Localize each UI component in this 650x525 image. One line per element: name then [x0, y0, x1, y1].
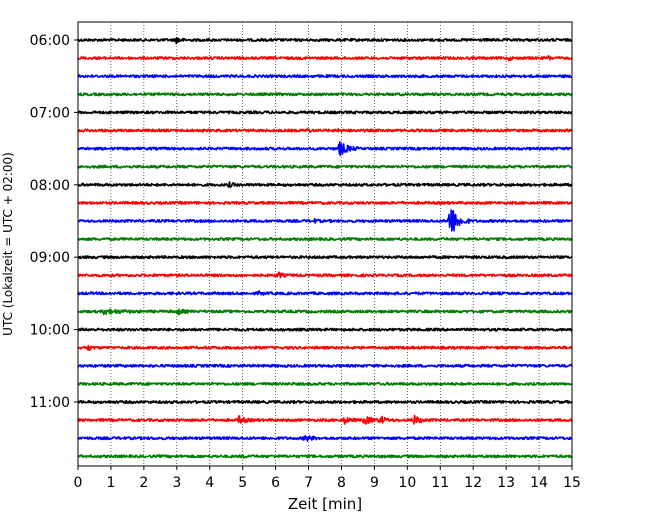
y-tick-label: 09:00 [30, 250, 70, 266]
x-axis-label: Zeit [min] [288, 495, 362, 513]
x-tick-label: 15 [563, 475, 581, 491]
x-tick-label: 7 [304, 475, 313, 491]
y-tick-label: 06:00 [30, 33, 70, 49]
seismogram-trace-1015 [77, 344, 573, 351]
seismogram-trace-1145 [77, 454, 573, 459]
x-tick-label: 11 [431, 475, 449, 491]
seismogram-trace-0700 [77, 110, 573, 115]
y-axis-ticks: 06:00 07:00 08:00 09:00 10:00 11:00 [30, 33, 78, 411]
seismogram-trace-0845 [77, 237, 573, 242]
x-tick-label: 6 [271, 475, 280, 491]
grid-layer [110, 22, 540, 466]
seismogram-trace-1130 [77, 435, 573, 442]
x-tick-label: 4 [205, 475, 214, 491]
seismogram-trace-1045 [77, 381, 573, 386]
seismogram-trace-0745 [77, 164, 573, 169]
y-tick-label: 10:00 [30, 323, 70, 339]
y-tick-label: 11:00 [30, 395, 70, 411]
seismogram-trace-0600 [77, 37, 573, 45]
seismogram-trace-0915 [77, 271, 573, 279]
x-tick-label: 1 [106, 475, 115, 491]
seismogram-trace-0900 [77, 255, 573, 260]
seismogram-trace-1000 [77, 327, 573, 332]
seismogram-trace-0730 [77, 140, 573, 157]
seismogram-trace-0630 [77, 74, 573, 79]
x-tick-label: 5 [238, 475, 247, 491]
seismogram-trace-1030 [77, 363, 573, 368]
seismogram-trace-0800 [77, 181, 573, 188]
y-axis-label: UTC (Lokalzeit = UTC + 02:00) [1, 152, 15, 336]
seismogram-trace-0645 [77, 92, 573, 97]
seismogram-trace-0615 [77, 55, 573, 62]
x-tick-label: 10 [398, 475, 416, 491]
x-tick-label: 12 [464, 475, 482, 491]
x-tick-label: 8 [337, 475, 346, 491]
seismogram-trace-0715 [77, 128, 573, 134]
x-tick-label: 9 [370, 475, 379, 491]
seismogram-trace-0930 [77, 290, 573, 296]
seismogram-trace-0830 [77, 209, 573, 232]
seismogram-trace-1115 [77, 414, 573, 425]
seismogram-trace-0945 [77, 308, 573, 316]
x-tick-label: 2 [139, 475, 148, 491]
x-tick-label: 14 [530, 475, 548, 491]
trace-layer [77, 37, 573, 459]
plot-frame [77, 21, 573, 467]
x-tick-label: 0 [74, 475, 83, 491]
seismogram-trace-1100 [77, 399, 573, 405]
y-tick-label: 07:00 [30, 105, 70, 121]
x-tick-label: 13 [497, 475, 515, 491]
x-axis-ticks: 0 1 2 3 4 5 6 7 8 9 10 11 12 13 14 15 [74, 466, 581, 491]
seismogram-trace-0815 [77, 200, 573, 205]
y-tick-label: 08:00 [30, 178, 70, 194]
x-tick-label: 3 [172, 475, 181, 491]
